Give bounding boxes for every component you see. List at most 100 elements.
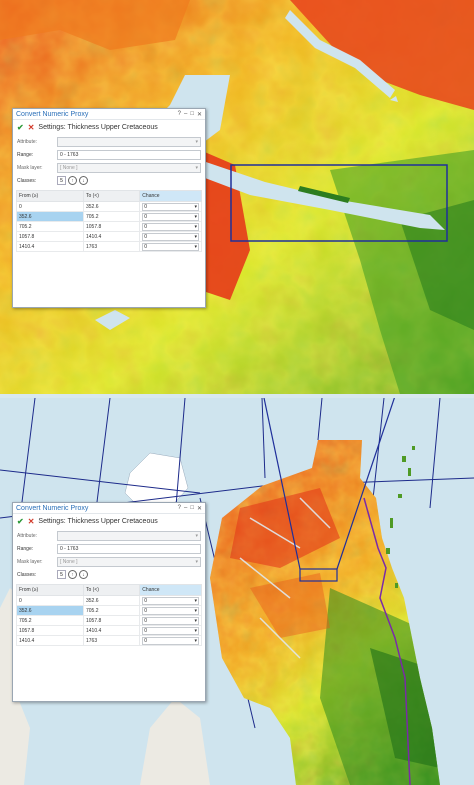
chevron-down-icon: ▾	[194, 617, 197, 624]
from-cell[interactable]: 705.2	[16, 221, 84, 232]
increment-arrow-icon[interactable]: ↑	[68, 570, 77, 579]
help-icon[interactable]: ?	[177, 504, 181, 511]
to-cell[interactable]: 1763	[82, 635, 141, 646]
chance-cell[interactable]: 0 ▾	[139, 605, 202, 616]
to-cell[interactable]: 1410.4	[82, 231, 141, 242]
classes-input[interactable]: 5	[57, 176, 66, 185]
chance-cell[interactable]: 0 ▾	[139, 211, 202, 222]
table-row[interactable]: 705.2 1057.8 0 ▾	[16, 615, 202, 626]
mask-layer-dropdown[interactable]: [ None ] ▾	[57, 556, 201, 567]
to-cell[interactable]: 352.6	[82, 201, 141, 212]
range-input[interactable]: 0 - 1763	[57, 149, 201, 160]
table-row[interactable]: 0 352.6 0 ▾	[16, 595, 202, 606]
apply-check-icon[interactable]: ✔	[17, 517, 24, 526]
to-cell[interactable]: 1410.4	[82, 625, 141, 636]
to-cell[interactable]: 705.2	[82, 211, 141, 222]
apply-check-icon[interactable]: ✔	[17, 123, 24, 132]
to-cell[interactable]: 352.6	[82, 595, 141, 606]
help-icon[interactable]: ?	[177, 110, 181, 117]
chance-cell[interactable]: 0 ▾	[139, 241, 202, 252]
from-cell[interactable]: 0	[16, 595, 84, 606]
mask-layer-label: Mask layer:	[17, 558, 43, 565]
chevron-down-icon: ▾	[195, 558, 198, 565]
from-cell[interactable]: 1057.8	[16, 625, 84, 636]
classes-input[interactable]: 5	[57, 570, 66, 579]
chance-header: Chance	[139, 584, 202, 596]
cancel-x-icon[interactable]: ✕	[27, 123, 35, 132]
convert-numeric-proxy-dialog-overview[interactable]: Convert Numeric Proxy ? – □ ✕ ✔ ✕ Settin…	[12, 502, 206, 702]
chance-dropdown[interactable]: 0 ▾	[142, 606, 199, 615]
range-label: Range:	[17, 151, 34, 158]
chance-cell[interactable]: 0 ▾	[139, 231, 202, 242]
increment-arrow-icon[interactable]: ↑	[68, 176, 77, 185]
chevron-down-icon: ▾	[194, 233, 197, 240]
chance-cell[interactable]: 0 ▾	[139, 201, 202, 212]
chance-dropdown[interactable]: 0 ▾	[142, 202, 199, 211]
from-header: From (≥)	[16, 584, 84, 596]
chance-dropdown[interactable]: 0 ▾	[142, 222, 199, 231]
from-cell[interactable]: 1057.8	[16, 231, 84, 242]
chance-dropdown[interactable]: 0 ▾	[142, 232, 199, 241]
from-cell[interactable]: 0	[16, 201, 84, 212]
maximize-icon[interactable]: □	[190, 504, 194, 511]
cancel-x-icon[interactable]: ✕	[27, 517, 35, 526]
chevron-down-icon: ▾	[195, 164, 198, 171]
dialog-title-bar[interactable]: Convert Numeric Proxy ? – □ ✕	[13, 503, 205, 514]
chance-cell[interactable]: 0 ▾	[139, 221, 202, 232]
from-cell[interactable]: 352.6	[16, 211, 84, 222]
minimize-icon[interactable]: –	[184, 504, 188, 511]
dialog-title-bar[interactable]: Convert Numeric Proxy ? – □ ✕	[13, 109, 205, 120]
classes-label: Classes:	[17, 571, 37, 578]
from-cell[interactable]: 1410.4	[16, 241, 84, 252]
chance-cell[interactable]: 0 ▾	[139, 635, 202, 646]
dialog-title: Convert Numeric Proxy	[16, 110, 89, 118]
table-row[interactable]: 1410.4 1763 0 ▾	[16, 241, 202, 252]
mask-layer-dropdown[interactable]: [ None ] ▾	[57, 162, 201, 173]
overview-map-view[interactable]: Convert Numeric Proxy ? – □ ✕ ✔ ✕ Settin…	[0, 398, 474, 785]
to-cell[interactable]: 1057.8	[82, 221, 141, 232]
attribute-label: Attribute:	[17, 532, 38, 539]
from-cell[interactable]: 1410.4	[16, 635, 84, 646]
mask-layer-label: Mask layer:	[17, 164, 43, 171]
to-cell[interactable]: 1057.8	[82, 615, 141, 626]
decrement-arrow-icon[interactable]: ↓	[79, 176, 88, 185]
table-row[interactable]: 705.2 1057.8 0 ▾	[16, 221, 202, 232]
chance-dropdown[interactable]: 0 ▾	[142, 636, 199, 645]
zoomed-map-view[interactable]: Convert Numeric Proxy ? – □ ✕ ✔ ✕ Settin…	[0, 0, 474, 394]
chevron-down-icon: ▾	[194, 637, 197, 644]
table-row[interactable]: 1057.8 1410.4 0 ▾	[16, 625, 202, 636]
to-cell[interactable]: 1763	[82, 241, 141, 252]
chance-cell[interactable]: 0 ▾	[139, 615, 202, 626]
zoom-connector	[263, 398, 395, 582]
to-cell[interactable]: 705.2	[82, 605, 141, 616]
table-row[interactable]: 0 352.6 0 ▾	[16, 201, 202, 212]
chevron-down-icon: ▾	[194, 607, 197, 614]
from-cell[interactable]: 705.2	[16, 615, 84, 626]
zoom-extent-box	[230, 164, 448, 242]
chance-dropdown[interactable]: 0 ▾	[142, 626, 199, 635]
range-label: Range:	[17, 545, 34, 552]
chance-dropdown[interactable]: 0 ▾	[142, 212, 199, 221]
decrement-arrow-icon[interactable]: ↓	[79, 570, 88, 579]
maximize-icon[interactable]: □	[190, 110, 194, 117]
chevron-down-icon: ▾	[194, 597, 197, 604]
chance-cell[interactable]: 0 ▾	[139, 595, 202, 606]
table-row[interactable]: 1410.4 1763 0 ▾	[16, 635, 202, 646]
table-row[interactable]: 1057.8 1410.4 0 ▾	[16, 231, 202, 242]
table-row[interactable]: 352.6 705.2 0 ▾	[16, 605, 202, 616]
close-icon[interactable]: ✕	[196, 505, 202, 512]
from-cell[interactable]: 352.6	[16, 605, 84, 616]
table-row[interactable]: 352.6 705.2 0 ▾	[16, 211, 202, 222]
minimize-icon[interactable]: –	[184, 110, 188, 117]
chance-dropdown[interactable]: 0 ▾	[142, 616, 199, 625]
class-table: From (≥) To (<) Chance 0 352.6 0 ▾ 352.6 705.…	[16, 190, 202, 252]
attribute-dropdown[interactable]: ▾	[57, 530, 201, 541]
chance-dropdown[interactable]: 0 ▾	[142, 596, 199, 605]
close-icon[interactable]: ✕	[196, 111, 202, 118]
chance-cell[interactable]: 0 ▾	[139, 625, 202, 636]
convert-numeric-proxy-dialog[interactable]: Convert Numeric Proxy ? – □ ✕ ✔ ✕ Settin…	[12, 108, 206, 308]
chance-dropdown[interactable]: 0 ▾	[142, 242, 199, 251]
attribute-dropdown[interactable]: ▾	[57, 136, 201, 147]
chevron-down-icon: ▾	[194, 243, 197, 250]
range-input[interactable]: 0 - 1763	[57, 543, 201, 554]
